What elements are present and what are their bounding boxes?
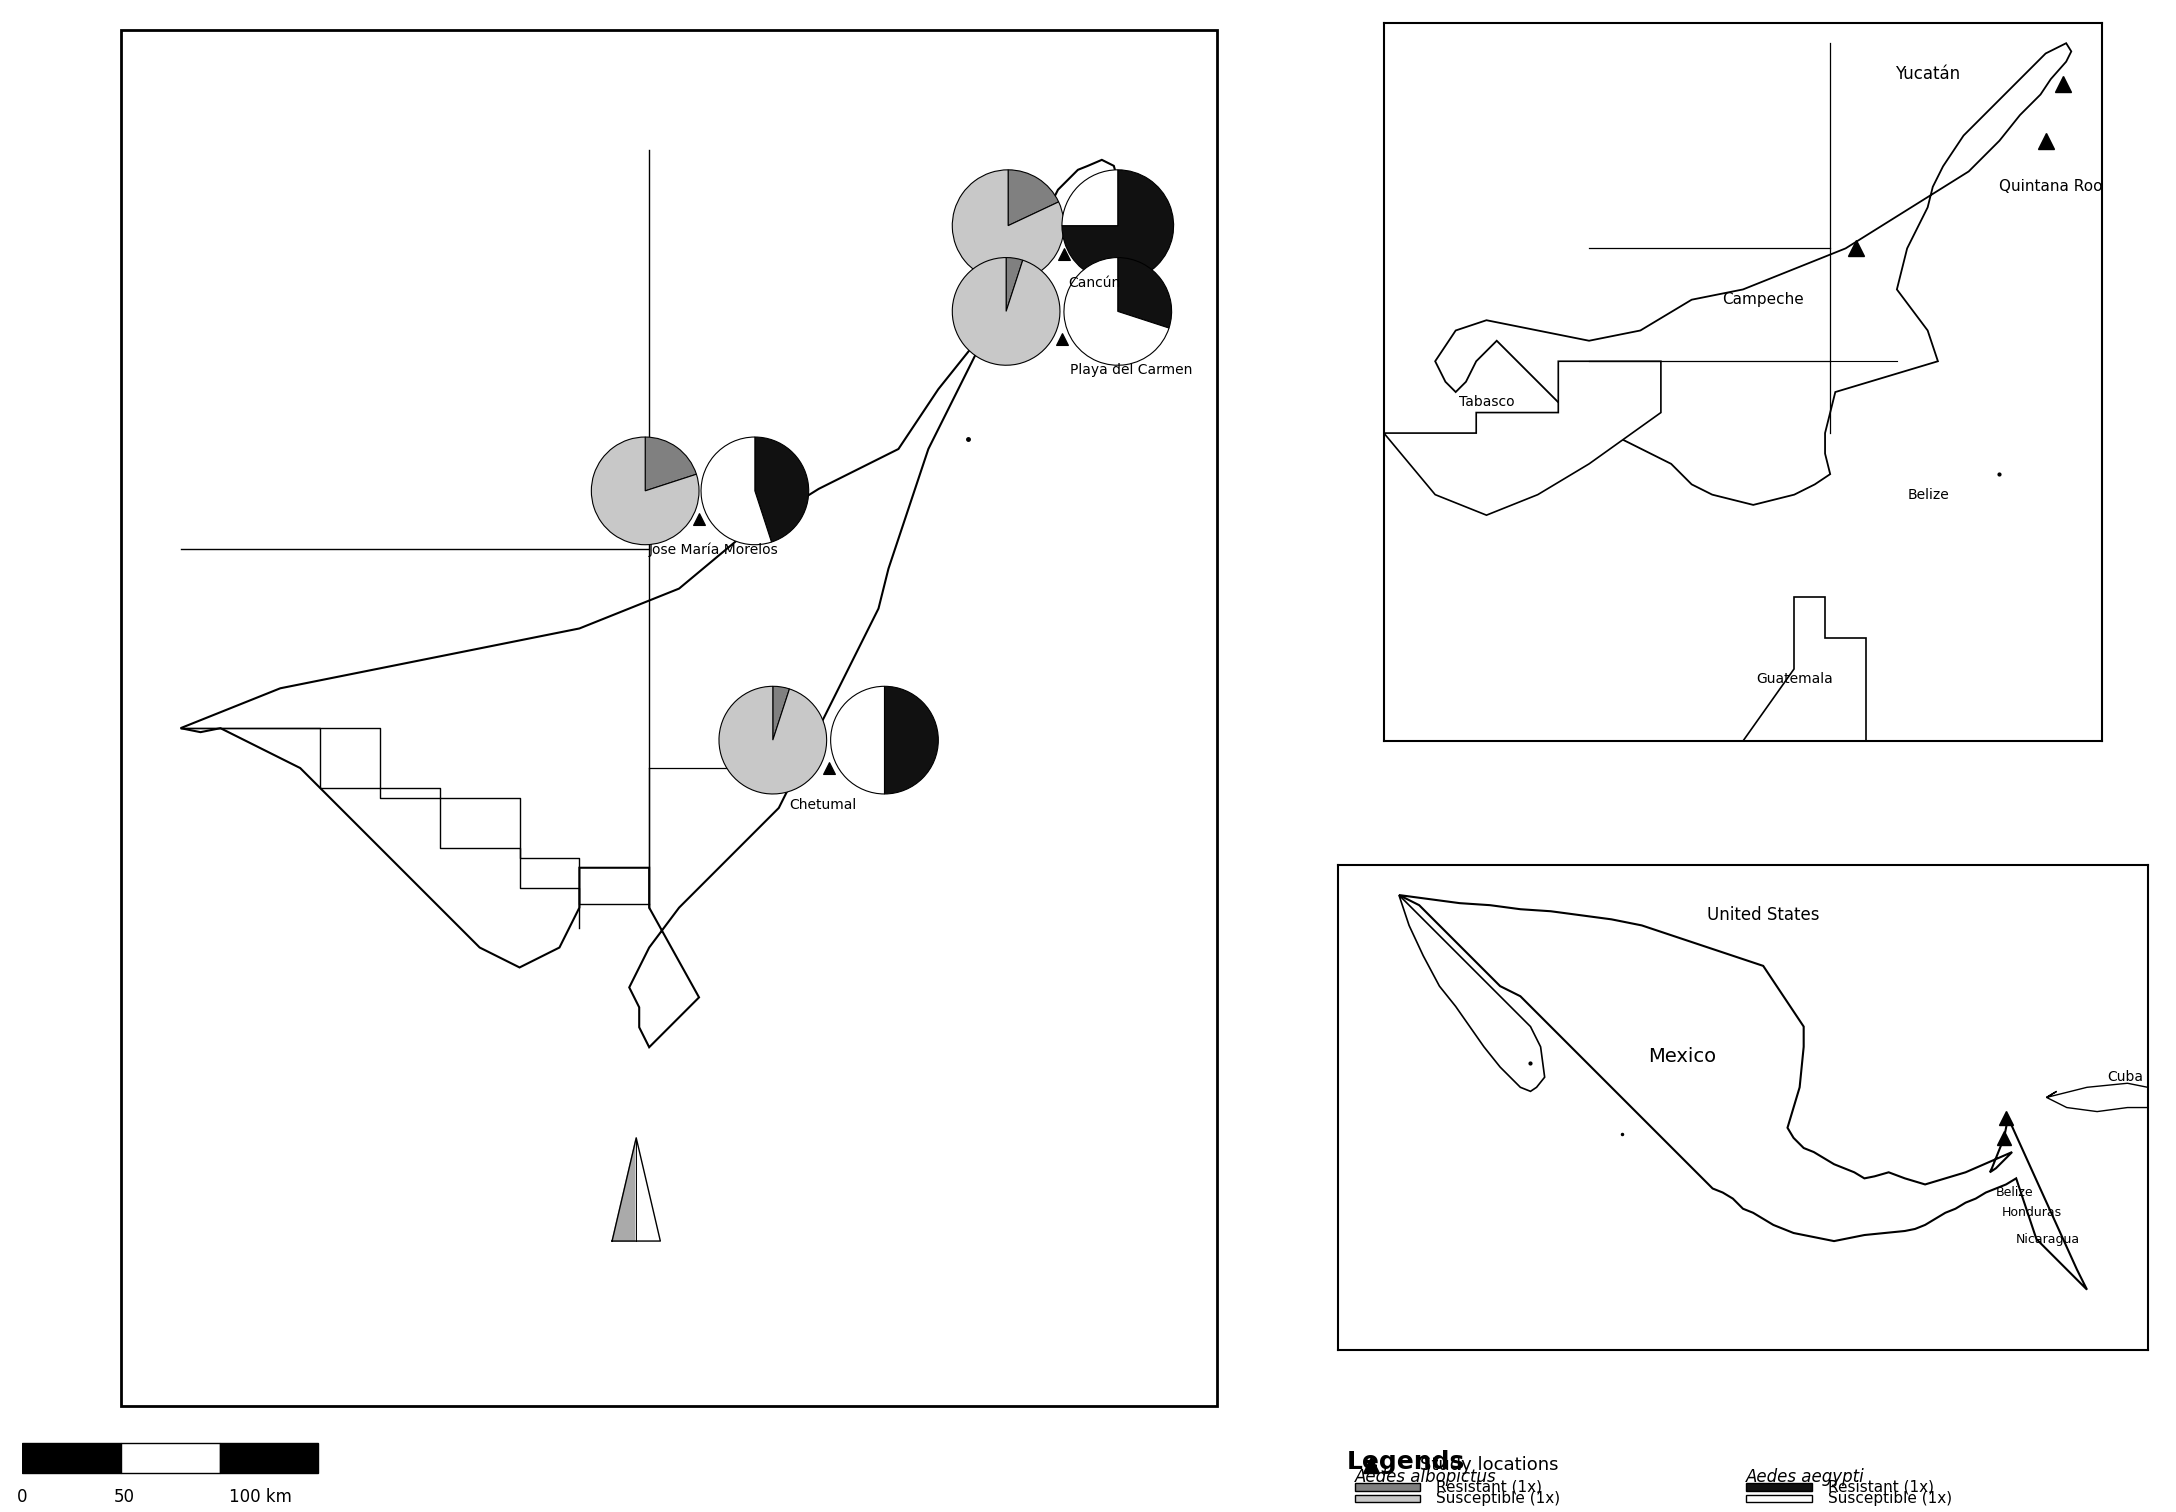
- Polygon shape: [1436, 44, 2072, 505]
- Text: Chetumal: Chetumal: [788, 798, 855, 812]
- Text: Guatemala: Guatemala: [1756, 673, 1832, 686]
- Text: United States: United States: [1706, 906, 1819, 924]
- Polygon shape: [2045, 1083, 2159, 1111]
- Text: Legends: Legends: [1347, 1450, 1464, 1474]
- Bar: [1745, 1495, 1810, 1503]
- Polygon shape: [181, 160, 1118, 1048]
- Wedge shape: [755, 437, 809, 543]
- Text: Susceptible (1x): Susceptible (1x): [1436, 1491, 1560, 1506]
- Wedge shape: [772, 686, 790, 741]
- Polygon shape: [635, 1139, 659, 1241]
- Text: Tabasco: Tabasco: [1458, 395, 1514, 410]
- Polygon shape: [1743, 597, 1867, 741]
- Bar: [1353, 1483, 1419, 1491]
- Text: 100 km: 100 km: [228, 1488, 292, 1506]
- Polygon shape: [1088, 239, 1123, 349]
- Wedge shape: [701, 437, 772, 544]
- Text: 0: 0: [17, 1488, 26, 1506]
- Wedge shape: [1064, 257, 1169, 366]
- Polygon shape: [1399, 895, 1545, 1092]
- Wedge shape: [1005, 257, 1023, 311]
- Text: Mexico: Mexico: [1647, 1048, 1717, 1066]
- Text: Belize: Belize: [1906, 488, 1950, 502]
- Text: Nicaragua: Nicaragua: [2017, 1232, 2080, 1246]
- Text: Cancún: Cancún: [1068, 275, 1121, 289]
- Wedge shape: [1118, 257, 1171, 328]
- Wedge shape: [1062, 169, 1118, 225]
- Text: Aedes aegypti: Aedes aegypti: [1745, 1468, 1865, 1486]
- Text: Belize: Belize: [1995, 1185, 2035, 1199]
- Wedge shape: [646, 437, 696, 491]
- Bar: [120, 30, 1219, 1406]
- Text: Cuba: Cuba: [2106, 1070, 2143, 1084]
- Text: Yucatán: Yucatán: [1895, 65, 1961, 83]
- Bar: [1353, 1495, 1419, 1503]
- Wedge shape: [1062, 169, 1173, 281]
- Text: Resistant (1x): Resistant (1x): [1828, 1480, 1934, 1495]
- Text: Jose María Morelos: Jose María Morelos: [648, 543, 779, 558]
- Wedge shape: [831, 686, 883, 794]
- Text: Honduras: Honduras: [2002, 1207, 2063, 1219]
- Wedge shape: [592, 437, 698, 544]
- Wedge shape: [953, 257, 1060, 366]
- Text: Susceptible (1x): Susceptible (1x): [1828, 1491, 1952, 1506]
- Text: 50: 50: [113, 1488, 135, 1506]
- Text: Campeche: Campeche: [1723, 292, 1804, 307]
- Text: Aedes albopictus: Aedes albopictus: [1353, 1468, 1497, 1486]
- Text: Study locations: Study locations: [1419, 1456, 1558, 1474]
- Text: Playa del Carmen: Playa del Carmen: [1071, 363, 1192, 378]
- Wedge shape: [953, 169, 1064, 281]
- Polygon shape: [611, 1139, 635, 1241]
- Text: Quintana Roo: Quintana Roo: [2000, 180, 2102, 195]
- Text: Resistant (1x): Resistant (1x): [1436, 1480, 1543, 1495]
- Bar: [220, 1442, 318, 1473]
- Wedge shape: [883, 686, 938, 794]
- Bar: [22, 1442, 120, 1473]
- Bar: [1745, 1483, 1810, 1491]
- Wedge shape: [718, 686, 827, 794]
- Bar: [120, 1442, 220, 1473]
- Polygon shape: [1384, 361, 1660, 516]
- Wedge shape: [1007, 169, 1060, 225]
- Polygon shape: [1399, 895, 2087, 1290]
